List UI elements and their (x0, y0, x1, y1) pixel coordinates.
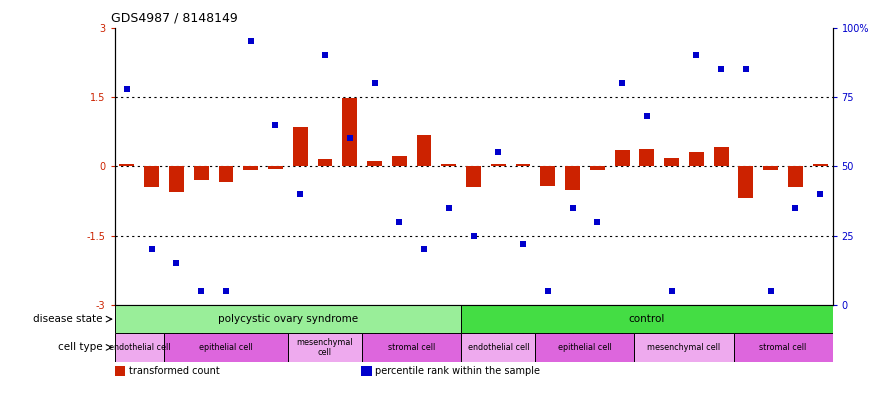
Point (194, 288, 208, 294)
Point (120, 85, 134, 92)
Bar (392, 156, 407, 166)
Bar (115, 305, 461, 333)
Point (492, 149, 506, 156)
Point (244, 38, 258, 44)
Text: epithelial cell: epithelial cell (199, 343, 253, 352)
Bar (268, 166, 283, 169)
Point (541, 288, 555, 294)
Bar (664, 158, 679, 166)
Point (144, 246, 159, 253)
Bar (417, 135, 432, 166)
Bar (120, 164, 134, 166)
Text: polycystic ovary syndrome: polycystic ovary syndrome (218, 314, 358, 324)
Point (417, 246, 431, 253)
Point (714, 66, 729, 72)
Bar (788, 166, 803, 187)
Bar (565, 166, 580, 190)
Point (367, 80, 381, 86)
Bar (115, 333, 164, 362)
Text: percentile rank within the sample: percentile rank within the sample (375, 366, 540, 376)
Text: mesenchymal cell: mesenchymal cell (648, 343, 721, 352)
Bar (292, 127, 307, 166)
Point (739, 66, 753, 72)
Point (516, 241, 530, 247)
Point (764, 288, 778, 294)
Point (318, 52, 332, 59)
Point (813, 191, 827, 197)
Bar (441, 164, 456, 166)
Text: endothelial cell: endothelial cell (468, 343, 529, 352)
Point (467, 232, 481, 239)
Text: endothelial cell: endothelial cell (108, 343, 170, 352)
Bar (169, 166, 184, 192)
Bar (738, 166, 753, 198)
Bar (590, 166, 604, 170)
Bar (714, 147, 729, 166)
Bar (689, 152, 704, 166)
Bar (343, 98, 357, 166)
Point (343, 135, 357, 141)
Bar (466, 166, 481, 187)
Bar (317, 159, 332, 166)
Text: epithelial cell: epithelial cell (558, 343, 611, 352)
Point (566, 205, 580, 211)
Point (218, 288, 233, 294)
Point (590, 219, 604, 225)
Bar (461, 305, 833, 333)
Text: mesenchymal
cell: mesenchymal cell (297, 338, 353, 357)
Bar (515, 164, 530, 166)
Bar (734, 333, 833, 362)
Point (392, 219, 406, 225)
Text: transformed count: transformed count (129, 366, 219, 376)
Bar (763, 166, 778, 170)
Bar (367, 161, 382, 166)
Bar (536, 333, 634, 362)
Bar (194, 166, 209, 180)
Bar (144, 166, 159, 187)
Point (788, 205, 803, 211)
Bar (640, 149, 655, 166)
Bar (540, 166, 555, 185)
Point (615, 80, 629, 86)
Text: stromal cell: stromal cell (759, 343, 807, 352)
Bar (813, 164, 827, 166)
Bar (461, 333, 536, 362)
Point (640, 113, 654, 119)
Bar (615, 150, 630, 166)
Bar (164, 333, 288, 362)
Point (664, 288, 678, 294)
Text: cell type: cell type (57, 342, 102, 353)
Bar (218, 166, 233, 182)
Point (441, 205, 455, 211)
Text: disease state: disease state (33, 314, 102, 324)
Bar (362, 333, 461, 362)
Bar (634, 333, 734, 362)
Bar (243, 166, 258, 170)
Bar (491, 164, 506, 166)
Text: control: control (629, 314, 665, 324)
Point (169, 260, 183, 266)
Text: stromal cell: stromal cell (388, 343, 435, 352)
Point (689, 52, 703, 59)
Point (269, 121, 283, 128)
Bar (288, 333, 362, 362)
Point (293, 191, 307, 197)
Text: GDS4987 / 8148149: GDS4987 / 8148149 (111, 12, 238, 25)
